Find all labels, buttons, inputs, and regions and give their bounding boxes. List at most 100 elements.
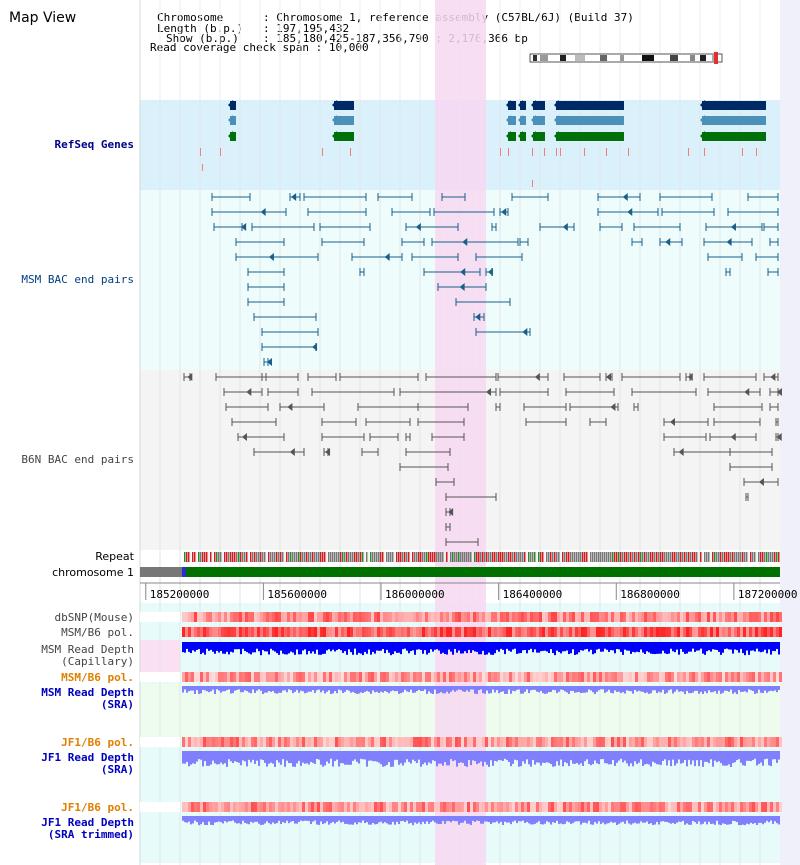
depth-bar bbox=[338, 751, 340, 767]
depth-bar bbox=[484, 642, 486, 655]
depth-bar bbox=[306, 686, 308, 693]
repeat-track[interactable] bbox=[184, 552, 780, 562]
heat-cell bbox=[182, 802, 185, 812]
track-label-jf1-depth-sra[interactable]: JF1 Read Depth bbox=[41, 751, 134, 764]
depth-bar bbox=[368, 686, 370, 692]
track-label-msm-depth-capillary[interactable]: MSM Read Depth bbox=[41, 643, 134, 656]
highlight-region[interactable] bbox=[435, 0, 486, 865]
heat-cell bbox=[257, 612, 260, 622]
heat-cell bbox=[632, 627, 635, 637]
heat-cell bbox=[674, 612, 677, 622]
depth-bar bbox=[560, 816, 562, 824]
span-label: Read coverage check span bbox=[150, 41, 309, 54]
heat-cell bbox=[263, 612, 266, 622]
track-label-msm-b6-pol[interactable]: MSM/B6 pol. bbox=[61, 626, 134, 639]
msm-bac-arrow bbox=[459, 283, 465, 291]
repeat-element bbox=[752, 552, 754, 562]
depth-bar bbox=[206, 816, 208, 826]
repeat-element bbox=[730, 552, 732, 562]
depth-bar bbox=[240, 816, 242, 825]
depth-bar bbox=[480, 816, 482, 824]
depth-bar bbox=[716, 751, 718, 763]
track-label-chromosome[interactable]: chromosome 1 bbox=[52, 566, 134, 579]
depth-bar bbox=[598, 751, 600, 765]
depth-bar bbox=[656, 642, 658, 654]
heat-cell bbox=[686, 672, 689, 682]
depth-bar bbox=[286, 816, 288, 821]
depth-bar bbox=[442, 816, 444, 822]
depth-bar bbox=[708, 816, 710, 822]
depth-bar bbox=[256, 686, 258, 691]
heat-cell bbox=[359, 627, 362, 637]
depth-bar bbox=[432, 816, 434, 821]
repeat-element bbox=[670, 552, 672, 562]
repeat-element bbox=[626, 552, 628, 562]
depth-bar bbox=[648, 686, 650, 694]
depth-bar bbox=[234, 751, 236, 762]
track-label-msm-b6-pol-2[interactable]: MSM/B6 pol. bbox=[61, 671, 134, 684]
heat-tracks[interactable] bbox=[140, 612, 782, 812]
heat-cell bbox=[212, 627, 215, 637]
repeat-element bbox=[726, 552, 728, 562]
depth-bar bbox=[626, 751, 628, 764]
track-label-dbsnp[interactable]: dbSNP(Mouse) bbox=[54, 611, 134, 624]
heat-cell bbox=[665, 802, 668, 812]
track-label-jf1-b6-pol-2[interactable]: JF1/B6 pol. bbox=[61, 801, 134, 814]
track-label-msm-bac[interactable]: MSM BAC end pairs bbox=[21, 273, 134, 286]
depth-bar bbox=[308, 642, 310, 652]
depth-bar bbox=[218, 642, 220, 653]
depth-bar bbox=[748, 751, 750, 761]
track-label-b6n-bac[interactable]: B6N BAC end pairs bbox=[21, 453, 134, 466]
depth-bar bbox=[582, 642, 584, 651]
heat-cell bbox=[353, 672, 356, 682]
heat-cell bbox=[395, 802, 398, 812]
depth-bar bbox=[230, 816, 232, 822]
heat-cell bbox=[458, 627, 461, 637]
track-label-jf1-b6-pol[interactable]: JF1/B6 pol. bbox=[61, 736, 134, 749]
heat-cell bbox=[533, 627, 536, 637]
depth-bar bbox=[318, 751, 320, 760]
heat-cell bbox=[626, 612, 629, 622]
heat-cell bbox=[356, 627, 359, 637]
track-label-msm-depth-sra[interactable]: MSM Read Depth bbox=[41, 686, 134, 699]
heat-cell bbox=[500, 672, 503, 682]
depth-bar bbox=[658, 686, 660, 692]
depth-bar bbox=[400, 686, 402, 694]
track-label-refseq[interactable]: RefSeq Genes bbox=[54, 138, 134, 151]
depth-bar bbox=[242, 642, 244, 649]
depth-bar bbox=[406, 686, 408, 692]
msm-bac-arrow bbox=[475, 313, 481, 321]
track-label-repeat[interactable]: Repeat bbox=[95, 550, 134, 563]
depth-bar bbox=[392, 816, 394, 822]
track-label-jf1-depth-trim[interactable]: JF1 Read Depth bbox=[41, 816, 134, 829]
chromosome-ideogram[interactable] bbox=[529, 52, 723, 64]
msm-bac-track[interactable] bbox=[211, 193, 779, 366]
depth-tracks[interactable] bbox=[182, 642, 780, 826]
depth-bar bbox=[684, 642, 686, 654]
heat-cell bbox=[770, 672, 773, 682]
depth-bar bbox=[548, 816, 550, 823]
heat-cell bbox=[716, 737, 719, 747]
depth-bar bbox=[260, 642, 262, 656]
depth-bar bbox=[258, 686, 260, 690]
repeat-element bbox=[596, 552, 598, 562]
heat-cell bbox=[557, 672, 560, 682]
heat-cell bbox=[578, 802, 581, 812]
heat-cell bbox=[506, 612, 509, 622]
heat-cell bbox=[518, 612, 521, 622]
heat-cell bbox=[494, 802, 497, 812]
refseq-genes-track[interactable] bbox=[200, 100, 766, 187]
heat-cell bbox=[617, 672, 620, 682]
chromosome-track[interactable] bbox=[140, 567, 780, 577]
depth-bar bbox=[626, 686, 628, 691]
depth-bar bbox=[422, 686, 424, 691]
heat-cell bbox=[608, 737, 611, 747]
heat-cell bbox=[560, 802, 563, 812]
b6n-bac-track[interactable] bbox=[183, 373, 782, 546]
depth-bar bbox=[736, 686, 738, 695]
heat-cell bbox=[224, 737, 227, 747]
axis-tick-label: 187200000 bbox=[738, 588, 798, 601]
heat-cell bbox=[266, 737, 269, 747]
depth-bar bbox=[702, 642, 704, 654]
